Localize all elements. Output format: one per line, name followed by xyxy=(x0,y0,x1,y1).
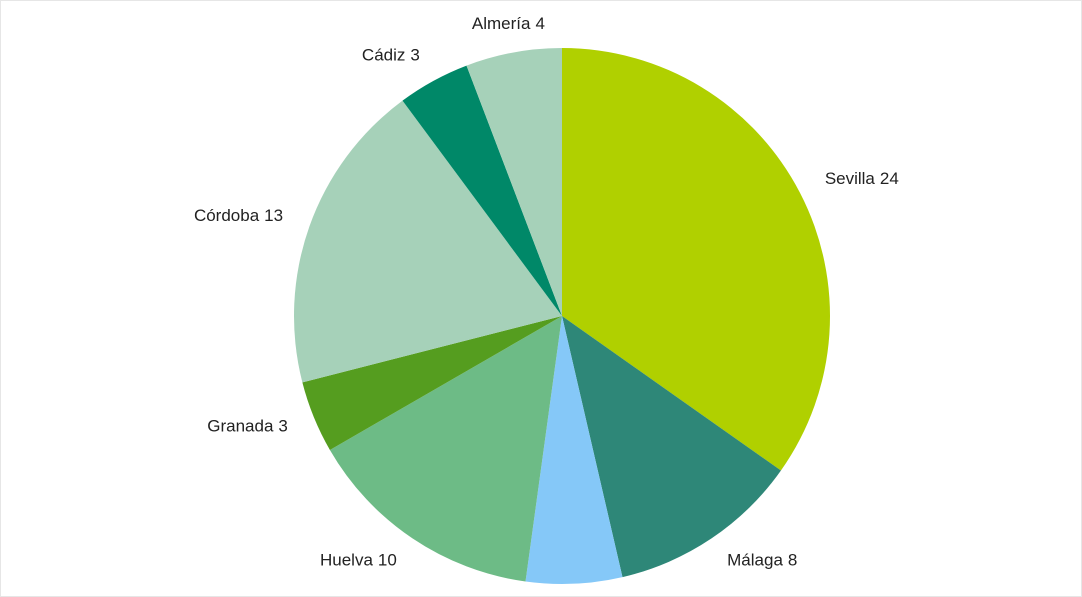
slice-label: Huelva 10 xyxy=(320,551,397,570)
slice-label: Cádiz 3 xyxy=(362,46,420,65)
slice-label: Málaga 8 xyxy=(727,551,797,570)
pie-slice xyxy=(402,65,562,316)
pie-slice xyxy=(562,316,781,578)
slice-label-name: Huelva xyxy=(320,551,373,570)
pie-slice xyxy=(302,316,562,450)
slice-label: Almería 4 xyxy=(472,14,545,33)
slice-label-name: Málaga xyxy=(727,551,783,570)
slice-label-name: Almería xyxy=(472,14,531,33)
slice-label-name: Cádiz xyxy=(362,46,405,65)
slice-label-value: 13 xyxy=(264,206,283,225)
pie-slice xyxy=(525,316,623,584)
slice-label: Granada 3 xyxy=(207,417,288,436)
slice-label: Sevilla 24 xyxy=(825,169,899,188)
slice-label-value: 24 xyxy=(880,169,899,188)
pie-slice xyxy=(329,316,562,582)
slice-label-name: Córdoba xyxy=(194,206,260,225)
slice-label-value: 10 xyxy=(378,551,397,570)
slice-label-value: 4 xyxy=(535,14,544,33)
pie-slice xyxy=(562,48,830,471)
pie-slice xyxy=(466,48,562,316)
slice-label-value: 8 xyxy=(788,551,797,570)
slice-label-value: 3 xyxy=(278,417,287,436)
slice-label-name: Sevilla xyxy=(825,169,876,188)
slice-label-name: Granada xyxy=(207,417,274,436)
pie-slice xyxy=(294,100,562,383)
slice-label: Córdoba 13 xyxy=(194,206,283,225)
slice-label-value: 3 xyxy=(410,46,419,65)
